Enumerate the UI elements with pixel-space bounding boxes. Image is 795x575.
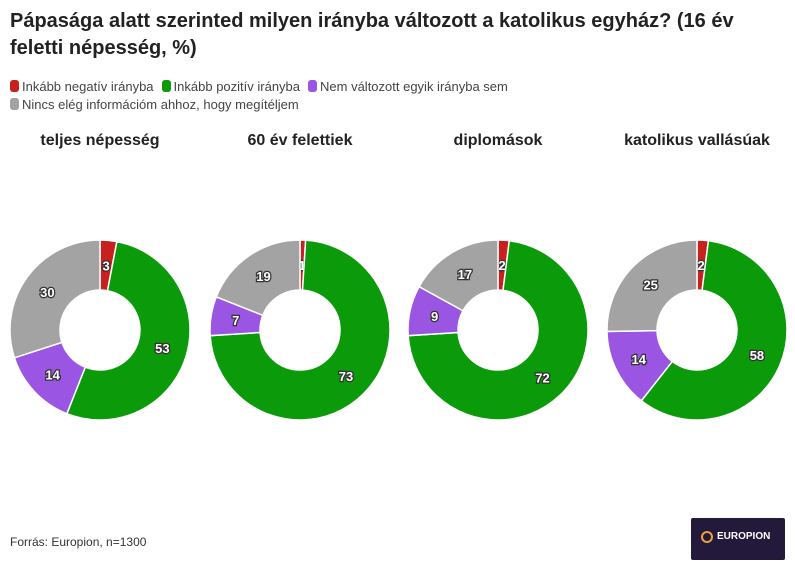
chart-subtitle: diplomások xyxy=(453,132,543,149)
legend-label: Inkább pozitív irányba xyxy=(173,79,301,94)
data-label: 14 xyxy=(632,352,647,367)
donut-slice xyxy=(640,239,788,421)
logo-text: EUROPION xyxy=(717,531,771,542)
data-label: 17 xyxy=(458,267,472,282)
donut-slice xyxy=(209,239,391,421)
legend: Inkább negatív irányba Inkább pozitív irá… xyxy=(10,78,570,114)
donut-slice xyxy=(65,240,191,421)
donut-slice xyxy=(606,239,698,333)
data-label: 72 xyxy=(535,370,549,385)
legend-item: Inkább negatív irányba xyxy=(10,78,154,96)
data-label: 2 xyxy=(498,258,505,273)
source-note: Forrás: Europion, n=1300 xyxy=(10,535,147,549)
data-label: 2 xyxy=(698,258,705,273)
chart-subtitle: teljes népesség xyxy=(40,132,160,149)
data-label: 9 xyxy=(431,309,438,324)
donut-slice xyxy=(215,239,301,317)
data-label: 3 xyxy=(102,258,109,273)
data-label: 73 xyxy=(339,369,353,384)
data-label: 14 xyxy=(45,367,60,382)
donut-slice xyxy=(9,239,101,359)
data-label: 19 xyxy=(256,269,270,284)
legend-swatch xyxy=(308,80,318,92)
chart-subtitle: katolikus vallásúak xyxy=(624,132,770,149)
data-label: 53 xyxy=(155,341,169,356)
donut-slice xyxy=(418,239,499,312)
europion-logo: EUROPION xyxy=(691,518,785,560)
legend-label: Nincs elég információm ahhoz, hogy megít… xyxy=(22,97,299,112)
chart-title: Pápasága alatt szerinted milyen irányba … xyxy=(10,10,734,59)
data-label: 7 xyxy=(232,313,239,328)
legend-item: Nem változott egyik irányba sem xyxy=(308,78,508,96)
logo-icon xyxy=(701,531,713,543)
legend-item: Nincs elég információm ahhoz, hogy megít… xyxy=(10,96,299,114)
data-label: 1 xyxy=(298,258,305,273)
chart-subtitle: 60 év felettiek xyxy=(247,132,353,149)
donut-slice xyxy=(407,239,589,421)
legend-swatch xyxy=(10,80,19,92)
data-label: 25 xyxy=(643,277,657,292)
data-label: 58 xyxy=(750,348,764,363)
legend-label: Nem változott egyik irányba sem xyxy=(320,79,508,94)
legend-swatch xyxy=(161,80,171,92)
legend-item: Inkább pozitív irányba xyxy=(161,78,301,96)
data-label: 30 xyxy=(40,285,54,300)
legend-swatch xyxy=(10,98,19,110)
legend-label: Inkább negatív irányba xyxy=(22,79,154,94)
